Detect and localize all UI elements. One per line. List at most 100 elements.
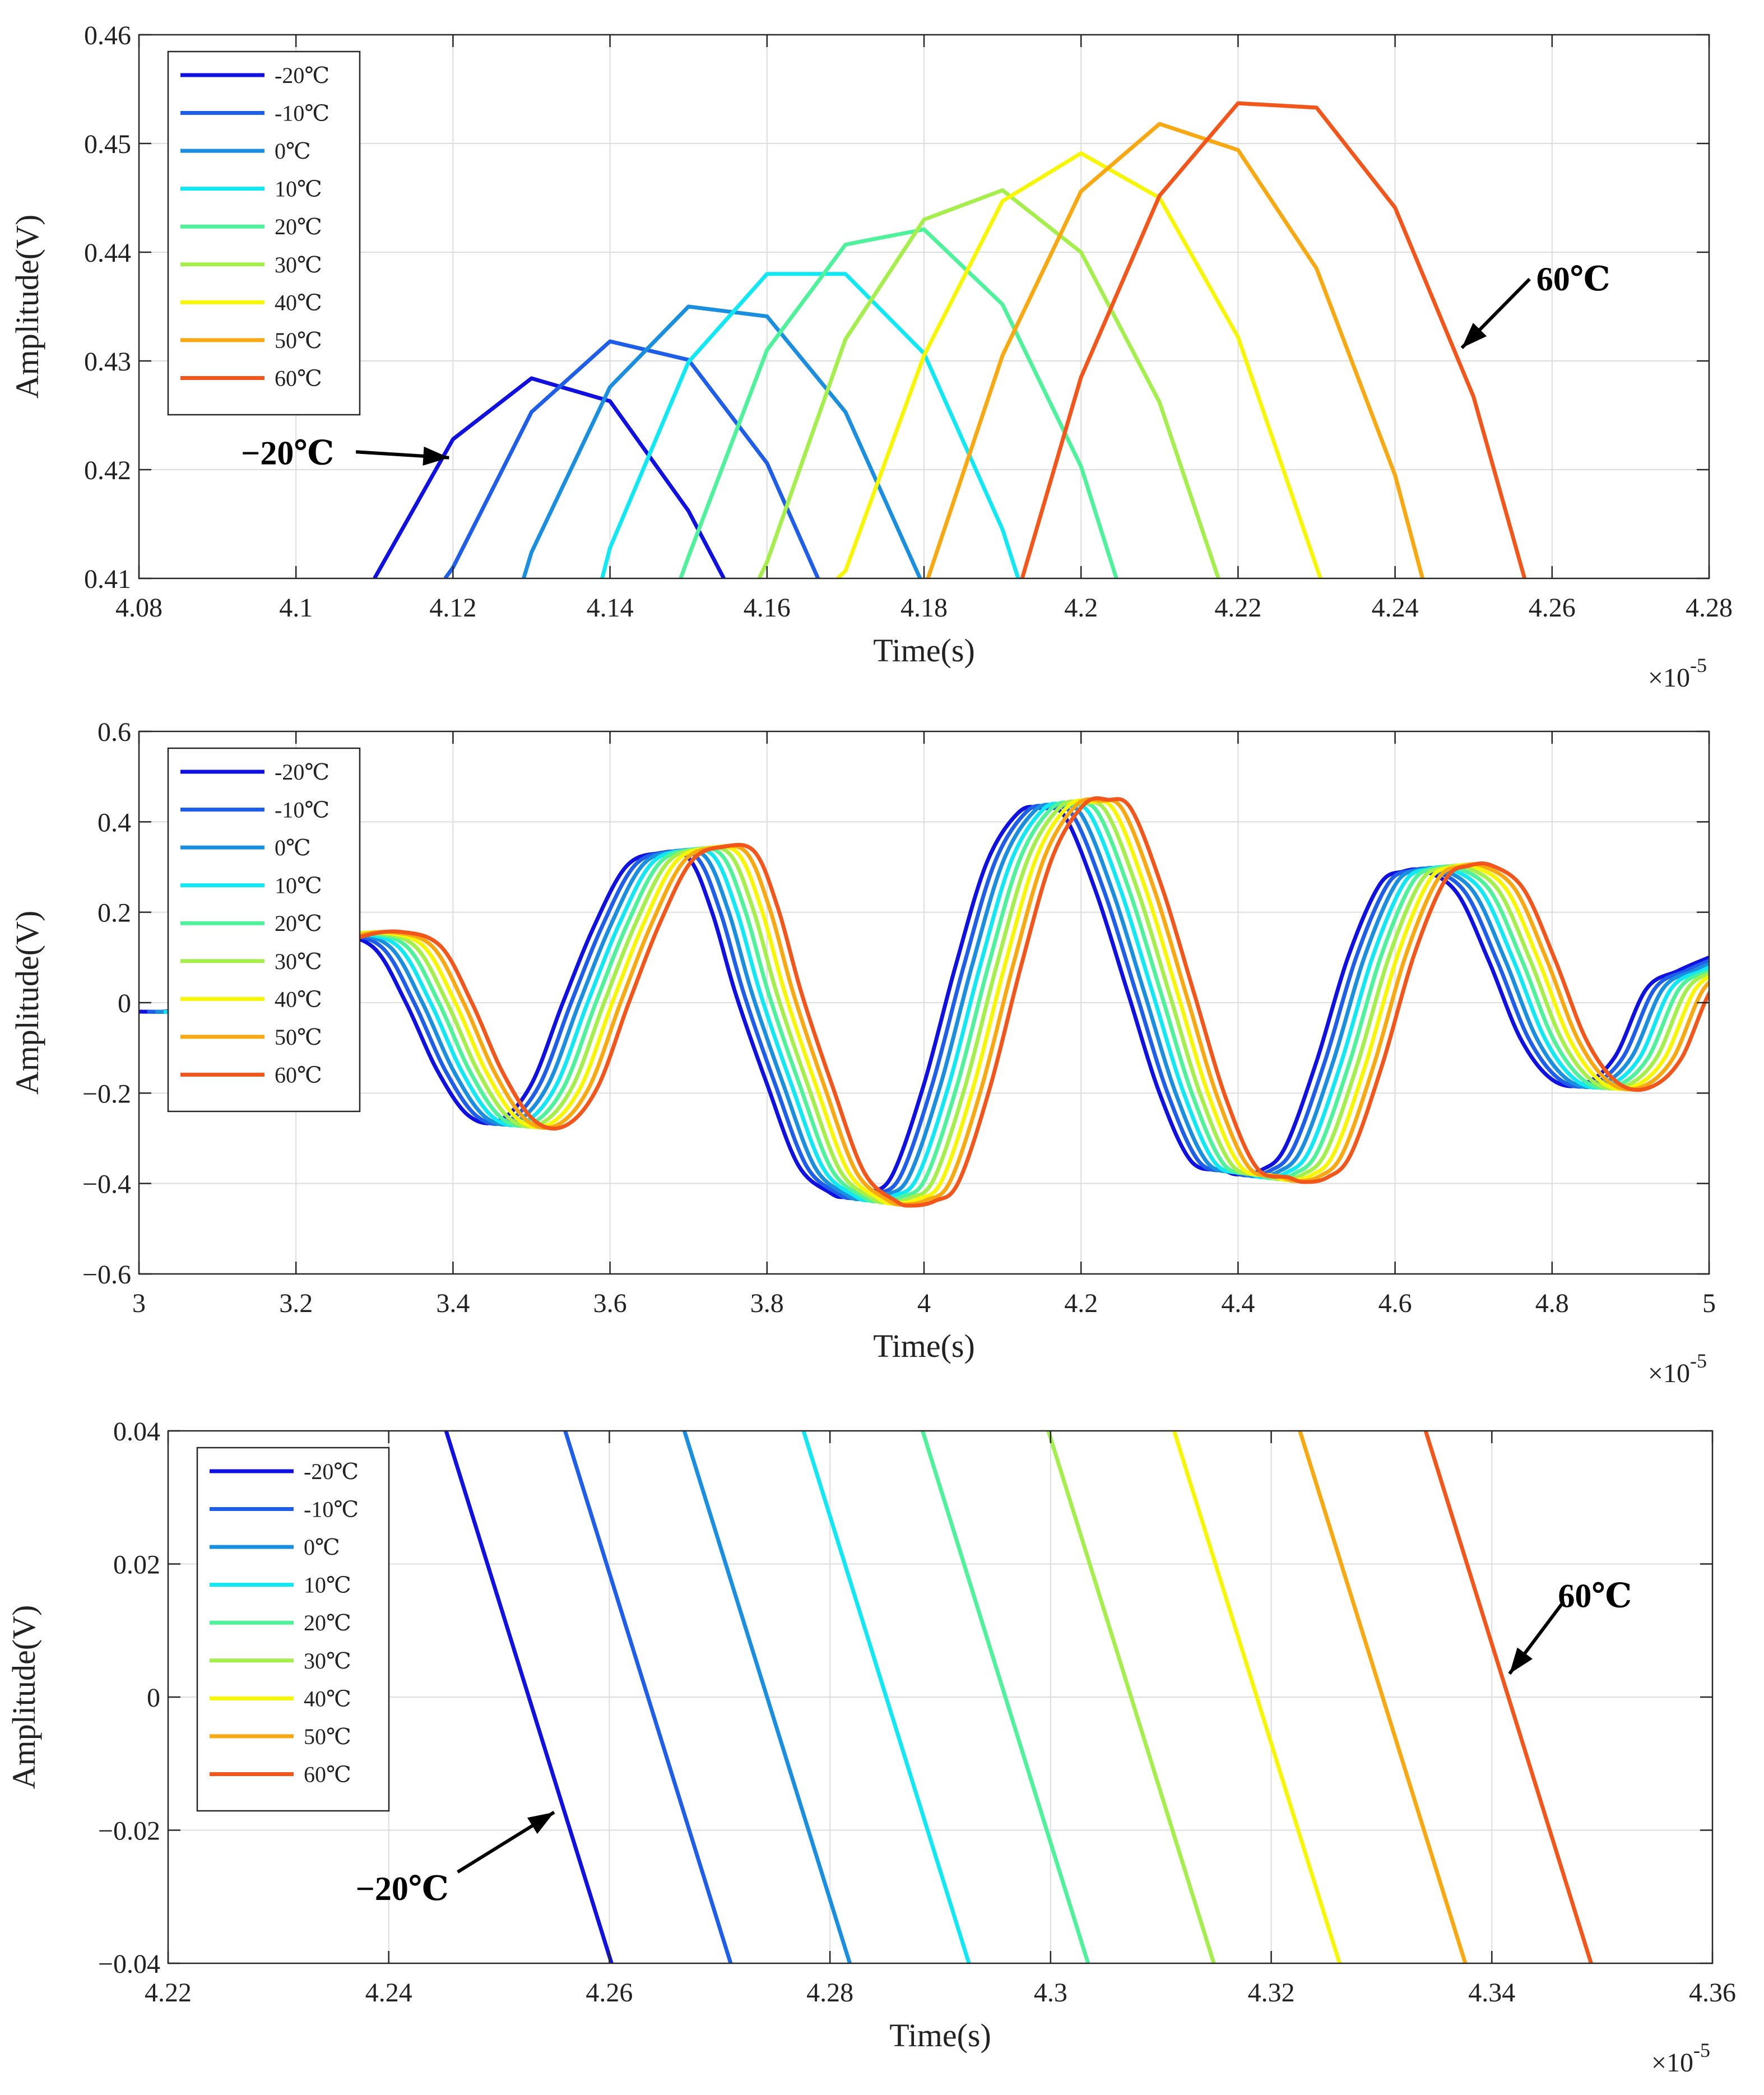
series-group	[373, 101, 1527, 578]
x-tick-label: 4.26	[1529, 593, 1576, 623]
x-tick-label: 4.28	[806, 1978, 853, 2008]
x-tick-label: 4.14	[587, 593, 634, 623]
x-tick-label: 4.22	[145, 1978, 192, 2008]
y-axis-label: Amplitude(V)	[9, 911, 45, 1095]
series-line-8	[926, 122, 1425, 578]
y-tick-label: 0.41	[84, 564, 131, 594]
y-tick-label: −0.6	[82, 1260, 131, 1290]
legend-entry: -10℃	[275, 101, 329, 126]
series-line-4	[600, 272, 1020, 578]
y-tick-label: 0.2	[98, 898, 131, 928]
legend-entry: 40℃	[304, 1686, 351, 1711]
legend-entry: 40℃	[275, 290, 322, 315]
legend-entry: 50℃	[304, 1724, 351, 1749]
y-tick-label: −0.04	[98, 1949, 160, 1979]
legend-entry: 10℃	[275, 873, 322, 898]
annotation: −20℃	[241, 434, 449, 471]
x-tick-label: 4.32	[1248, 1978, 1295, 2008]
x-exponent-label: ×10-5	[1648, 654, 1707, 693]
series-group	[139, 796, 1709, 1208]
x-tick-label: 4.8	[1535, 1288, 1569, 1318]
x-exponent: -5	[1690, 1350, 1707, 1372]
legend-entry: 0℃	[275, 835, 311, 860]
x-tick-label: 3.8	[750, 1288, 784, 1318]
annotation: 60℃	[1508, 1578, 1632, 1675]
legend: -20℃ -10℃ 0℃ 10℃ 20℃ 30℃ 40℃ 50℃ 60℃	[167, 747, 361, 1113]
x-tick-label: 3.2	[279, 1288, 313, 1318]
x-tick-label: 4.26	[586, 1978, 633, 2008]
y-tick-label: 0.45	[84, 129, 131, 159]
x-tick-label: 4.36	[1689, 1978, 1736, 2008]
series-line-9	[1020, 101, 1527, 578]
y-tick-label: −0.4	[82, 1170, 131, 1199]
y-tick-label: 0.46	[84, 21, 131, 50]
y-tick-label: 0.04	[113, 1417, 160, 1447]
x-axis-label: Time(s)	[873, 632, 975, 669]
x-axis-label: Time(s)	[873, 1328, 975, 1364]
y-tick-label: 0.4	[98, 808, 131, 837]
legend-box	[167, 747, 361, 1113]
series-line-1	[444, 1431, 614, 1963]
x-tick-label: 4.24	[365, 1978, 412, 2008]
x-tick-label: 4.12	[429, 593, 476, 623]
series-group	[444, 1431, 1593, 1963]
x-tick-label: 4.2	[1064, 593, 1098, 623]
legend-entry: -10℃	[304, 1497, 359, 1522]
series-line-6	[757, 188, 1220, 578]
x-tick-label: 3	[132, 1288, 146, 1318]
x-exponent-label: ×10-5	[1648, 1350, 1707, 1388]
legend-box	[196, 1447, 390, 1812]
x-axis-label: Time(s)	[889, 2017, 991, 2054]
annotation-label: 60℃	[1558, 1578, 1632, 1615]
x-tick-label: 4.6	[1378, 1288, 1412, 1318]
legend-entry: 60℃	[275, 1062, 322, 1087]
annotation-arrowhead	[1461, 323, 1487, 348]
series-line-8	[1298, 1431, 1468, 1963]
x-tick-label: 4.16	[744, 593, 791, 623]
y-tick-label: 0	[118, 989, 131, 1018]
x-tick-label: 4.18	[900, 593, 948, 623]
series-line-4	[801, 1431, 971, 1963]
legend: -20℃ -10℃ 0℃ 10℃ 20℃ 30℃ 40℃ 50℃ 60℃	[167, 50, 361, 416]
legend-entry: 20℃	[275, 214, 322, 239]
x-exponent: -5	[1693, 2039, 1710, 2061]
annotation-arrowhead	[527, 1812, 554, 1834]
annotation-arrowhead	[1509, 1647, 1533, 1674]
legend-entry: 20℃	[304, 1610, 351, 1635]
x-tick-label: 4.2	[1064, 1288, 1098, 1318]
x-tick-label: 4.4	[1221, 1288, 1255, 1318]
x-tick-label: 4.24	[1372, 593, 1419, 623]
legend-entry: 30℃	[275, 949, 322, 974]
y-tick-label: 0.6	[98, 717, 131, 747]
annotation-label: 60℃	[1536, 261, 1610, 298]
y-axis-label: Amplitude(V)	[6, 1605, 42, 1790]
series-line-9	[1423, 1431, 1593, 1963]
y-tick-label: 0.43	[84, 347, 131, 377]
annotation: −20℃	[356, 1810, 555, 1907]
legend-entry: 0℃	[304, 1535, 340, 1560]
x-tick-label: 5	[1702, 1288, 1716, 1318]
legend-entry: 0℃	[275, 138, 311, 164]
annotation-label: −20℃	[241, 434, 334, 471]
series-line-7	[836, 151, 1322, 578]
legend-box	[167, 50, 361, 416]
legend: -20℃ -10℃ 0℃ 10℃ 20℃ 30℃ 40℃ 50℃ 60℃	[196, 1447, 390, 1812]
legend-entry: 40℃	[275, 986, 322, 1012]
legend-entry: 30℃	[275, 252, 322, 277]
y-tick-label: −0.02	[98, 1816, 160, 1846]
x-tick-label: 4.22	[1214, 593, 1261, 623]
y-tick-label: −0.2	[82, 1079, 131, 1109]
x-tick-label: 4	[917, 1288, 931, 1318]
legend-entry: 30℃	[304, 1648, 351, 1674]
x-exponent: -5	[1690, 654, 1707, 676]
annotation-arrowhead	[423, 446, 449, 466]
x-tick-label: 4.08	[115, 593, 163, 623]
x-tick-label: 4.28	[1686, 593, 1733, 623]
chart-panel-3: 4.22 4.24 4.26 4.28 4.3 4.32 4.34 4.36 −0.04 −0.0…	[6, 1417, 1736, 2078]
series-line-3	[682, 1431, 852, 1963]
x-exponent-label: ×10-5	[1651, 2039, 1710, 2078]
x-tick-label: 4.3	[1034, 1978, 1067, 2008]
series-line-3	[522, 304, 922, 578]
x-tick-label: 4.1	[279, 593, 313, 623]
y-tick-label: 0.42	[84, 456, 131, 485]
